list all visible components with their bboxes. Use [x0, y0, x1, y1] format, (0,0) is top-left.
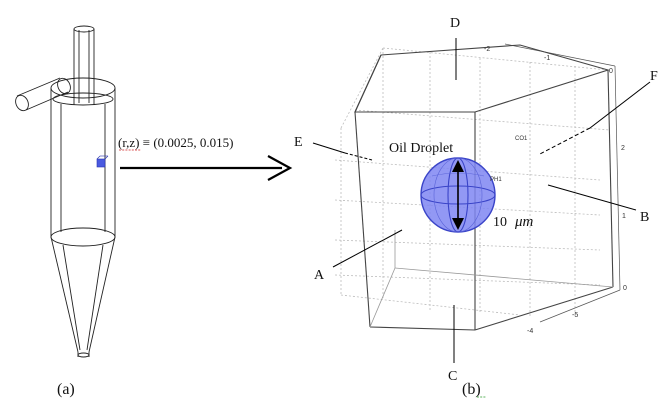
hydrocyclone	[15, 25, 116, 358]
label-e: E	[294, 135, 303, 150]
coordinate-label: (r,z) ≡ (0.0025, 0.015)	[118, 135, 233, 150]
svg-text:2: 2	[621, 145, 625, 152]
label-a: A	[314, 268, 325, 283]
svg-text:-1: -1	[544, 55, 550, 62]
svg-text:-5: -5	[572, 312, 578, 319]
cylinder-body	[50, 77, 116, 237]
panel-label-a: (a)	[57, 381, 75, 398]
label-b: B	[640, 210, 649, 225]
axis-ticks-right: 2 1 0	[621, 145, 627, 292]
panel-label-b: (b)	[462, 381, 481, 398]
svg-text:0: 0	[609, 68, 613, 75]
axis-ticks-top: -2 -1 0	[484, 46, 613, 75]
axis-ticks-bottom: -5 -4	[527, 312, 578, 335]
tag-ph1: PH1	[490, 177, 502, 183]
label-f: F	[650, 69, 658, 84]
svg-text:-4: -4	[527, 328, 533, 335]
cell-marker	[96, 155, 109, 168]
size-unit: μm	[514, 214, 534, 230]
diameter-arrow	[452, 160, 464, 230]
size-value: 10	[493, 215, 507, 230]
label-c: C	[448, 369, 457, 384]
zoom-arrow	[120, 155, 293, 181]
cone-section	[50, 227, 116, 358]
label-d: D	[450, 16, 460, 31]
vortex-finder	[73, 25, 95, 105]
leader-lines	[312, 38, 651, 363]
svg-text:-2: -2	[484, 46, 490, 53]
axis-box	[504, 43, 621, 323]
droplet-label: Oil Droplet	[389, 141, 453, 156]
svg-text:0: 0	[623, 285, 627, 292]
tag-co1: CO1	[515, 136, 528, 142]
svg-text:1: 1	[622, 213, 626, 220]
